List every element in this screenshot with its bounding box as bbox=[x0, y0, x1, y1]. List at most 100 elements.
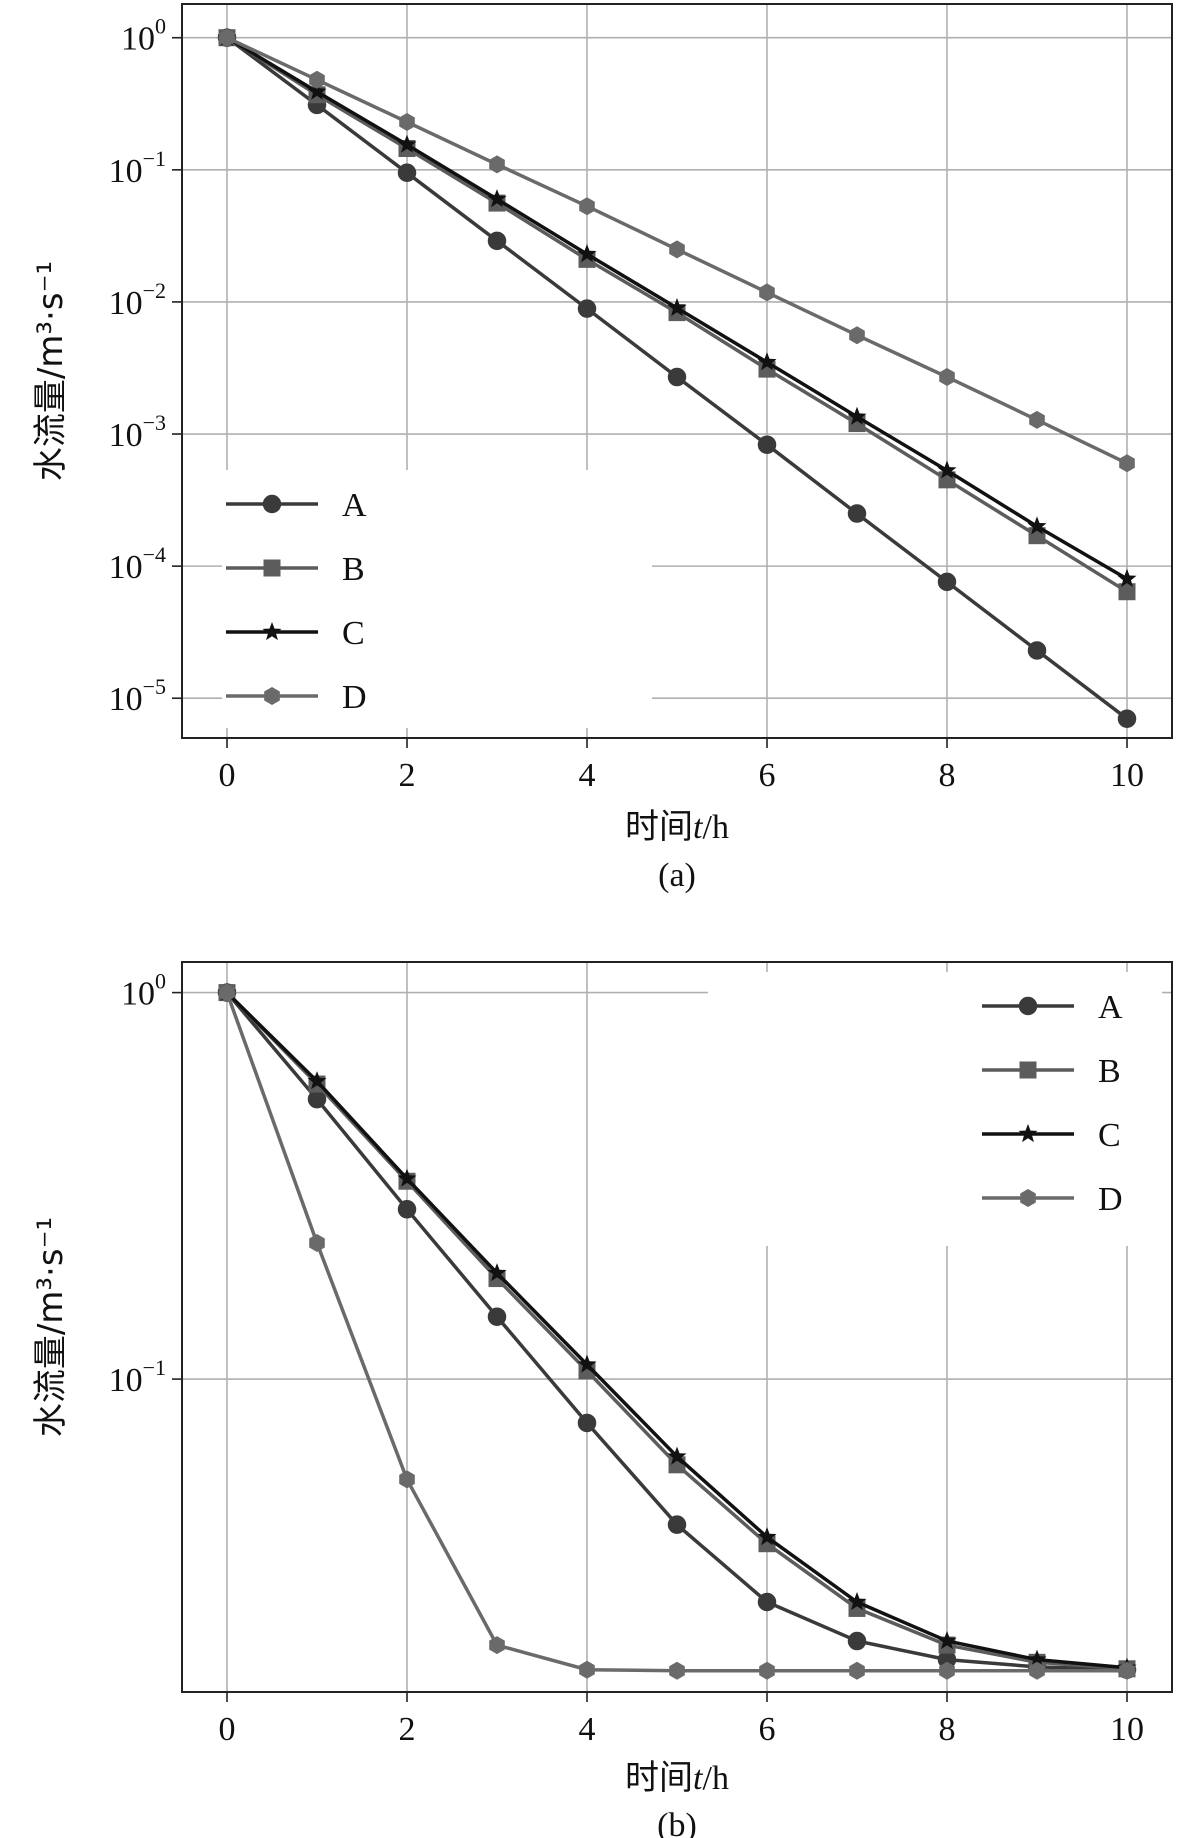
legend-marker-C bbox=[1018, 1124, 1038, 1143]
x-tick-label: 6 bbox=[759, 757, 776, 794]
x-tick-label: 4 bbox=[579, 1711, 596, 1748]
x-tick-label: 4 bbox=[579, 757, 596, 794]
axes-frame bbox=[181, 3, 1173, 739]
data-point-C bbox=[307, 1071, 327, 1090]
legend-marker-B bbox=[263, 559, 281, 577]
axes-frame bbox=[181, 961, 1173, 1693]
y-tick-label: 10−5 bbox=[109, 674, 166, 718]
x-ticks: 0 2 4 6 8 10 bbox=[219, 1692, 1144, 1748]
data-point-D bbox=[669, 240, 685, 259]
legend-marker-A bbox=[262, 494, 282, 514]
x-tick-label: 10 bbox=[1110, 1711, 1144, 1748]
legend-box bbox=[708, 972, 1162, 1246]
x-tick-label: 6 bbox=[759, 1711, 776, 1748]
data-point-C bbox=[1027, 516, 1047, 535]
data-point-A bbox=[667, 367, 687, 387]
x-tick-label: 2 bbox=[399, 1711, 416, 1748]
data-point-A bbox=[577, 299, 597, 318]
data-point-D bbox=[579, 197, 595, 216]
data-point-C bbox=[847, 1592, 867, 1611]
chart-caption: (a) bbox=[658, 857, 696, 894]
y-axis-label: 水流量/m³·s⁻¹ bbox=[31, 1217, 71, 1437]
data-point-A bbox=[757, 1592, 777, 1612]
y-tick-label: 10−2 bbox=[109, 278, 166, 322]
x-tick-label: 8 bbox=[939, 757, 956, 794]
data-point-D bbox=[849, 326, 865, 345]
data-point-D bbox=[399, 1470, 415, 1489]
data-point-A bbox=[847, 504, 867, 523]
data-point-A bbox=[487, 231, 507, 251]
data-point-D bbox=[309, 1234, 325, 1252]
data-point-C bbox=[757, 1527, 777, 1546]
legend-label-A: A bbox=[342, 487, 367, 524]
legend-marker-D bbox=[1020, 1189, 1036, 1207]
legend-label-B: B bbox=[1098, 1053, 1121, 1090]
series-C bbox=[217, 27, 1137, 587]
x-tick-label: 8 bbox=[939, 1711, 956, 1748]
data-point-C bbox=[577, 244, 597, 263]
data-point-D bbox=[759, 283, 775, 302]
data-point-A bbox=[757, 435, 777, 454]
data-point-A bbox=[1117, 709, 1137, 728]
data-point-D bbox=[399, 113, 415, 131]
data-point-B bbox=[488, 1270, 506, 1288]
data-point-A bbox=[937, 572, 957, 592]
data-point-C bbox=[937, 460, 957, 479]
x-tick-label: 2 bbox=[399, 757, 416, 794]
data-point-C bbox=[307, 81, 327, 100]
data-point-C bbox=[487, 189, 507, 208]
x-axis-label: 时间t/h bbox=[625, 1758, 729, 1798]
legend-label-C: C bbox=[342, 615, 365, 652]
y-tick-label: 100 bbox=[121, 969, 166, 1013]
data-point-D bbox=[489, 155, 505, 174]
y-tick-label: 10−4 bbox=[109, 542, 166, 586]
data-point-A bbox=[1027, 641, 1047, 660]
legend-marker-D bbox=[264, 687, 280, 705]
legend-marker-A bbox=[1018, 996, 1038, 1016]
data-point-D bbox=[1119, 454, 1135, 473]
y-ticks: 100 10−1 bbox=[109, 969, 182, 1399]
y-tick-label: 100 bbox=[121, 14, 166, 58]
x-tick-label: 10 bbox=[1110, 757, 1144, 794]
x-tick-label: 0 bbox=[219, 757, 236, 794]
series-D bbox=[219, 28, 1135, 473]
x-axis-label: 时间t/h bbox=[625, 807, 729, 847]
y-tick-label: 10−1 bbox=[109, 1355, 166, 1399]
data-point-D bbox=[759, 1661, 775, 1680]
data-point-C bbox=[397, 1168, 417, 1187]
data-point-D bbox=[219, 983, 235, 1002]
data-point-A bbox=[307, 1089, 327, 1109]
data-point-A bbox=[487, 1307, 507, 1326]
data-point-D bbox=[1029, 1661, 1045, 1680]
data-point-C bbox=[757, 352, 777, 371]
y-tick-label: 10−1 bbox=[109, 146, 166, 190]
data-point-D bbox=[309, 70, 325, 89]
data-point-A bbox=[397, 1200, 417, 1219]
data-point-A bbox=[847, 1631, 867, 1651]
y-axis-label: 水流量/m³·s⁻¹ bbox=[31, 261, 71, 481]
data-point-D bbox=[669, 1661, 685, 1680]
legend-marker-B bbox=[1019, 1061, 1037, 1079]
data-point-D bbox=[939, 368, 955, 386]
data-point-D bbox=[1119, 1661, 1135, 1680]
data-point-B bbox=[1118, 583, 1136, 601]
data-point-C bbox=[847, 406, 867, 425]
y-ticks: 100 10−1 10−2 10−3 10−4 10−5 bbox=[109, 14, 182, 718]
data-point-D bbox=[849, 1661, 865, 1680]
y-tick-label: 10−3 bbox=[109, 410, 166, 454]
chart-caption: (b) bbox=[657, 1807, 697, 1838]
series-D bbox=[219, 983, 1135, 1680]
x-ticks: 0 2 4 6 8 10 bbox=[219, 738, 1144, 794]
x-tick-label: 0 bbox=[219, 1711, 236, 1748]
data-point-D bbox=[579, 1660, 595, 1679]
data-point-D bbox=[489, 1636, 505, 1655]
legend-label-D: D bbox=[342, 679, 367, 716]
legend-label-C: C bbox=[1098, 1117, 1121, 1154]
data-point-D bbox=[1029, 410, 1045, 429]
legend-label-B: B bbox=[342, 551, 365, 588]
legend-marker-C bbox=[262, 622, 282, 641]
data-point-C bbox=[1027, 1649, 1047, 1668]
